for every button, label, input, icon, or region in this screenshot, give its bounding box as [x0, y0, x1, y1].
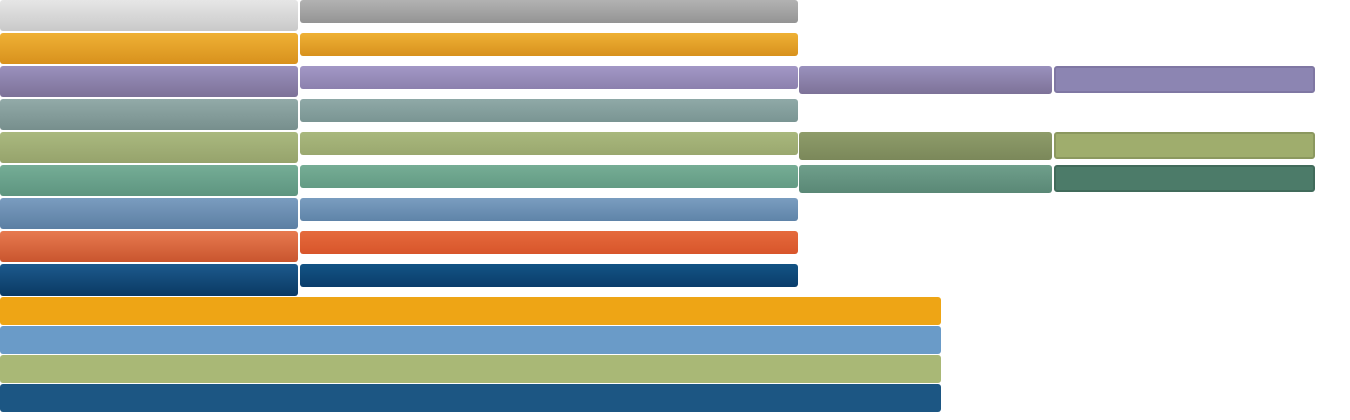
swatch-red — [0, 231, 298, 262]
bar-blue — [300, 198, 798, 221]
bar-green — [300, 165, 798, 188]
swatch-teal — [0, 99, 298, 130]
bar-red — [300, 231, 798, 254]
swatch-olive-bordered — [1054, 132, 1315, 159]
swatch-green-bordered — [1054, 165, 1315, 192]
swatch-purple-bordered — [1054, 66, 1315, 93]
swatch-gray — [0, 0, 298, 31]
swatch-olive-dark — [799, 132, 1052, 160]
swatch-green-dark — [799, 165, 1052, 193]
swatch-purple — [0, 66, 298, 97]
swatch-navy — [0, 264, 298, 296]
swatch-purple-dark — [799, 66, 1052, 94]
swatch-green — [0, 165, 298, 196]
bar-teal — [300, 99, 798, 122]
bar-orange — [300, 33, 798, 56]
wide-bar-blue — [0, 326, 941, 354]
wide-bar-navy — [0, 384, 941, 412]
swatch-orange — [0, 33, 298, 64]
bar-purple — [300, 66, 798, 89]
wide-bar-olive — [0, 355, 941, 383]
bar-olive — [300, 132, 798, 155]
bar-navy — [300, 264, 798, 287]
wide-bar-orange — [0, 297, 941, 325]
bar-gray — [300, 0, 798, 23]
swatch-blue — [0, 198, 298, 229]
swatch-olive — [0, 132, 298, 163]
